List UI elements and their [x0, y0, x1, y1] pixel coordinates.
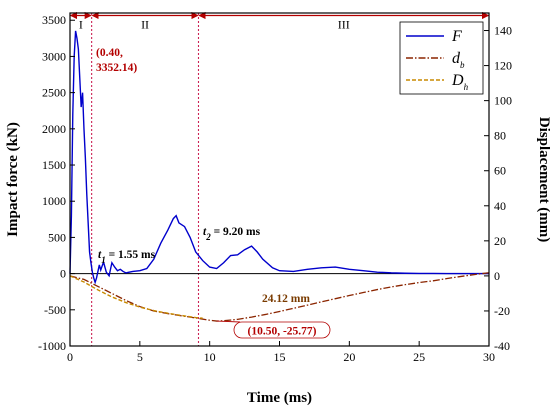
t1-annotation: t1 = 1.55 ms [98, 249, 156, 265]
y-right-tick-label: -40 [494, 339, 510, 353]
y-left-tick-label: 500 [48, 230, 66, 244]
series-layer [69, 30, 490, 322]
y-left-tick-label: 3000 [42, 49, 66, 63]
y-right-tick-label: 100 [494, 94, 512, 108]
x-axis-title: Time (ms) [247, 390, 312, 406]
y-left-tick-label: 2000 [42, 122, 66, 136]
x-tick-label: 30 [483, 350, 495, 364]
y-right-tick-label: 0 [494, 269, 500, 283]
peak-annotation-line1: (0.40, [96, 47, 123, 59]
db-min-leader [216, 320, 241, 323]
x-tick-label: 20 [343, 350, 355, 364]
legend-label-2: Dh [451, 72, 469, 92]
y-right-tick-label: 60 [494, 164, 506, 178]
series-line-D_h [69, 275, 203, 319]
y-right-tick-label: 80 [494, 129, 506, 143]
x-tick-label: 25 [413, 350, 425, 364]
t2-annotation: t2 = 9.20 ms [203, 226, 261, 242]
y-right-tick-label: 120 [494, 59, 512, 73]
y-left-tick-label: 2500 [42, 86, 66, 100]
region-label-III: III [338, 18, 350, 32]
x-tick-label: 15 [274, 350, 286, 364]
y-right-tick-label: 140 [494, 24, 512, 38]
db-min-callout-box [233, 321, 331, 339]
regions-layer [69, 11, 490, 346]
y-right-tick-label: -20 [494, 304, 510, 318]
y-left-tick-label: -500 [44, 303, 66, 317]
y-right-tick-label: 20 [494, 234, 506, 248]
region-label-II: II [141, 18, 149, 32]
region-label-I: I [79, 18, 83, 32]
peak-annotation-line2: 3352.14) [96, 62, 137, 74]
y-left-tick-label: 1000 [42, 194, 66, 208]
axes-layer: 0 5 10 15 20 25 30-1000-5000500100015002000250… [5, 12, 550, 406]
y-left-tick-label: 0 [60, 267, 66, 281]
db-min-annotation: (10.50, -25.77) [248, 326, 317, 338]
y-left-axis-title: Impact force (kN) [5, 122, 21, 237]
legend-label-0: F [451, 28, 462, 45]
y-left-tick-label: 1500 [42, 158, 66, 172]
y-left-tick-label: 3500 [42, 13, 66, 27]
x-tick-label: 10 [204, 350, 216, 364]
x-tick-label: 5 [137, 350, 143, 364]
series-line-F [69, 30, 489, 285]
dh-end-annotation: 24.12 mm [262, 293, 310, 305]
y-right-tick-label: 40 [494, 199, 506, 213]
legend-label-1: db [452, 50, 465, 70]
y-left-tick-label: -1000 [38, 339, 66, 353]
y-right-axis-title: Displacement (mm) [536, 117, 550, 242]
x-tick-label: 0 [67, 350, 73, 364]
